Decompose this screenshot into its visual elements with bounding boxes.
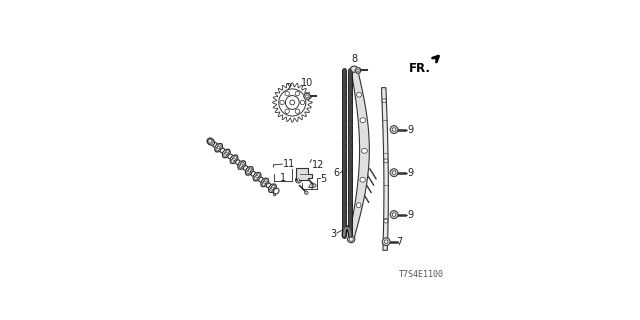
Text: 9: 9 [407,210,413,220]
Ellipse shape [243,166,248,170]
Text: 12: 12 [312,160,324,170]
Ellipse shape [356,92,362,97]
Circle shape [382,238,390,246]
Circle shape [295,109,300,114]
Circle shape [285,92,289,96]
Ellipse shape [362,148,367,153]
Ellipse shape [360,177,365,182]
Ellipse shape [214,143,223,152]
Text: 2: 2 [285,83,292,93]
Circle shape [384,219,388,223]
Text: 10: 10 [301,78,313,88]
Circle shape [390,211,398,219]
Circle shape [313,184,316,187]
Polygon shape [296,168,312,180]
Ellipse shape [266,183,271,188]
Ellipse shape [259,177,263,182]
Circle shape [305,191,308,194]
Circle shape [392,128,396,131]
Text: T7S4E1100: T7S4E1100 [399,270,444,279]
Text: FR.: FR. [409,62,431,75]
Circle shape [392,171,396,174]
Text: 4: 4 [307,182,314,192]
Ellipse shape [222,149,230,158]
Ellipse shape [209,139,213,144]
Text: 5: 5 [321,174,327,184]
Ellipse shape [360,118,365,123]
Circle shape [306,95,308,98]
Text: 11: 11 [283,159,296,169]
Text: 1: 1 [280,173,286,183]
Circle shape [297,179,300,181]
Ellipse shape [253,172,261,181]
Circle shape [390,126,398,133]
Ellipse shape [237,161,246,169]
Circle shape [382,99,386,103]
Circle shape [273,193,276,196]
Ellipse shape [230,155,238,164]
Ellipse shape [220,148,225,153]
Ellipse shape [260,178,269,187]
Circle shape [392,213,396,216]
Text: 8: 8 [351,54,358,64]
Text: 7: 7 [397,237,403,247]
Circle shape [385,240,388,244]
Circle shape [285,109,289,114]
Circle shape [295,92,300,96]
Ellipse shape [273,188,279,194]
Ellipse shape [251,172,255,176]
Ellipse shape [236,160,240,164]
Circle shape [390,169,398,177]
Text: 9: 9 [407,168,413,178]
Ellipse shape [356,203,361,208]
Polygon shape [355,68,361,73]
Ellipse shape [212,142,217,147]
Polygon shape [303,93,310,99]
Circle shape [279,89,306,116]
Circle shape [280,100,284,105]
Ellipse shape [245,167,253,175]
Text: 6: 6 [333,168,340,178]
Ellipse shape [228,154,232,159]
Polygon shape [381,88,388,250]
Circle shape [285,96,299,109]
Text: 3: 3 [330,228,336,238]
Polygon shape [273,83,312,122]
Circle shape [384,159,388,163]
Text: 9: 9 [407,124,413,135]
Circle shape [357,69,359,72]
Ellipse shape [207,139,214,145]
Circle shape [349,237,353,241]
Ellipse shape [268,184,276,193]
Circle shape [300,100,305,105]
Circle shape [296,177,301,183]
Circle shape [290,100,295,105]
Ellipse shape [348,236,355,243]
Ellipse shape [350,66,358,72]
Polygon shape [348,69,369,239]
